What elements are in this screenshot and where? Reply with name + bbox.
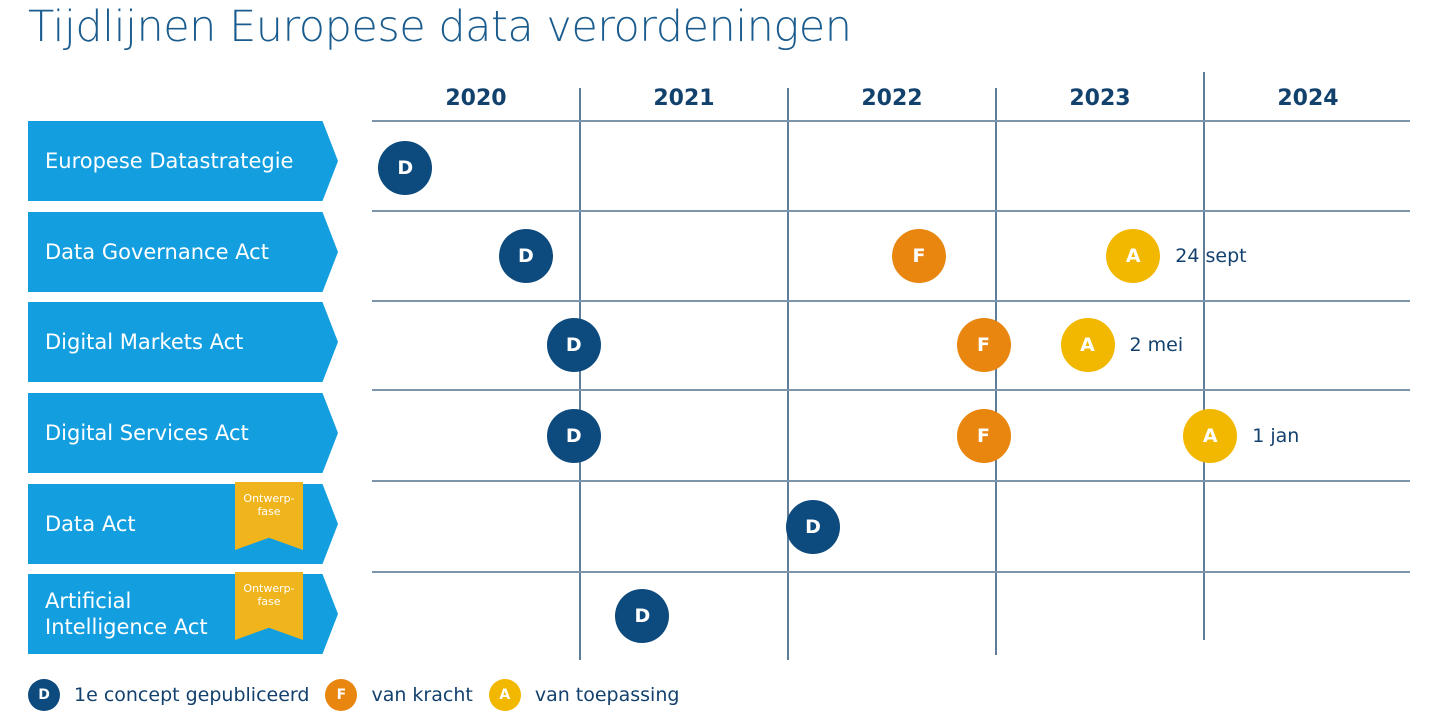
year-header-2023: 2023 <box>1069 86 1131 111</box>
event-marker-A[interactable]: A <box>1106 229 1161 283</box>
row-divider <box>372 480 1410 482</box>
event-marker-A[interactable]: A <box>1183 409 1238 463</box>
year-divider <box>1203 72 1205 640</box>
page-title: Tijdlijnen Europese data verordeningen <box>28 2 852 52</box>
row-label[interactable]: Data Governance Act <box>28 212 338 292</box>
year-divider <box>579 88 581 660</box>
legend-marker-F: F <box>325 679 358 711</box>
year-header-2021: 2021 <box>653 86 715 111</box>
legend-label: 1e concept gepubliceerd <box>74 684 310 706</box>
event-marker-A[interactable]: A <box>1060 318 1115 372</box>
year-header-2024: 2024 <box>1277 86 1339 111</box>
event-marker-F[interactable]: F <box>956 409 1011 463</box>
event-marker-D[interactable]: D <box>378 141 433 195</box>
year-divider <box>787 88 789 660</box>
row-label[interactable]: Digital Markets Act <box>28 302 338 382</box>
event-date-note: 1 jan <box>1252 425 1300 447</box>
year-header-2022: 2022 <box>861 86 923 111</box>
draft-phase-badge: Ontwerp-fase <box>235 482 303 550</box>
row-label[interactable]: Digital Services Act <box>28 393 338 473</box>
event-marker-D[interactable]: D <box>546 409 601 463</box>
year-divider <box>995 88 997 655</box>
legend-label: van kracht <box>371 684 473 706</box>
row-label[interactable]: Europese Datastrategie <box>28 121 338 201</box>
event-date-note: 2 mei <box>1129 334 1184 356</box>
event-marker-F[interactable]: F <box>956 318 1011 372</box>
event-marker-D[interactable]: D <box>546 318 601 372</box>
event-marker-F[interactable]: F <box>892 229 947 283</box>
row-divider <box>372 389 1410 391</box>
row-divider <box>372 210 1410 212</box>
event-date-note: 24 sept <box>1175 245 1247 267</box>
legend-marker-D: D <box>28 679 60 711</box>
row-divider <box>372 571 1410 573</box>
event-marker-D[interactable]: D <box>785 500 840 554</box>
row-divider <box>372 120 1410 122</box>
row-divider <box>372 300 1410 302</box>
event-marker-D[interactable]: D <box>498 229 553 283</box>
year-header-2020: 2020 <box>445 86 507 111</box>
event-marker-D[interactable]: D <box>615 589 670 643</box>
legend-marker-A: A <box>488 679 521 711</box>
legend-label: van toepassing <box>534 684 680 706</box>
